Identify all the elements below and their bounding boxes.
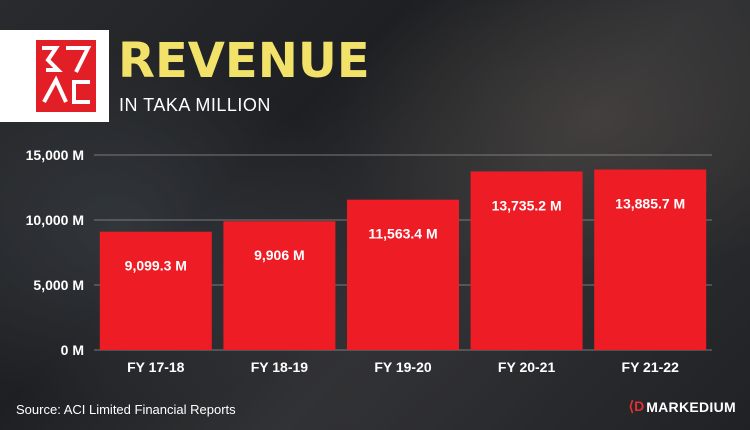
source-note: Source: ACI Limited Financial Reports <box>16 402 236 417</box>
bar <box>223 221 336 350</box>
x-tick-label: FY 19-20 <box>374 359 432 375</box>
bar <box>347 199 459 350</box>
y-tick-label: 0 M <box>61 342 84 358</box>
bar <box>470 171 583 350</box>
y-tick-label: 15,000 M <box>26 147 84 163</box>
aci-logo-icon <box>36 40 96 112</box>
chart-title: REVENUE <box>118 33 370 89</box>
bar-value-label: 11,563.4 M <box>368 226 437 242</box>
markedium-logo-icon: ⟨D <box>628 398 645 414</box>
bar <box>594 169 707 350</box>
company-logo <box>0 30 109 122</box>
y-tick-label: 5,000 M <box>33 277 84 293</box>
bar-value-label: 13,735.2 M <box>492 197 562 213</box>
y-tick-label: 10,000 M <box>26 212 84 228</box>
bar-value-label: 9,099.3 M <box>125 258 187 274</box>
chart-subtitle: IN TAKA MILLION <box>119 95 271 115</box>
bar-value-label: 9,906 M <box>254 247 305 263</box>
bar-value-label: 13,885.7 M <box>615 195 685 211</box>
x-tick-label: FY 18-19 <box>251 359 309 375</box>
x-tick-label: FY 17-18 <box>127 359 185 375</box>
brand-name: MARKEDIUM <box>646 398 736 415</box>
x-tick-label: FY 20-21 <box>498 359 556 375</box>
x-tick-label: FY 21-22 <box>622 359 680 375</box>
bar <box>99 231 212 350</box>
brand-watermark: ⟨D MARKEDIUM <box>629 398 736 415</box>
